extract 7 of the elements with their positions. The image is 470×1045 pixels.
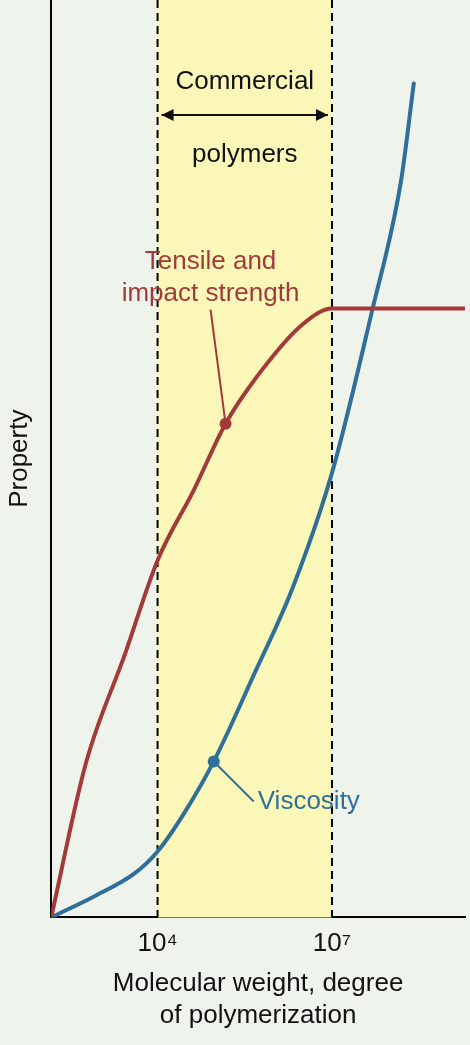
x-tick-label: 10⁴ (137, 927, 178, 958)
annotation: Viscosity (257, 784, 360, 815)
y-axis-title: Property (2, 409, 33, 508)
annotation: Tensile and impact strength (121, 244, 300, 307)
x-tick-label: 10⁷ (312, 927, 352, 958)
text: Commercial polymers (175, 65, 315, 169)
x-axis-title: Molecular weight, degree of polymerization (112, 967, 404, 1029)
